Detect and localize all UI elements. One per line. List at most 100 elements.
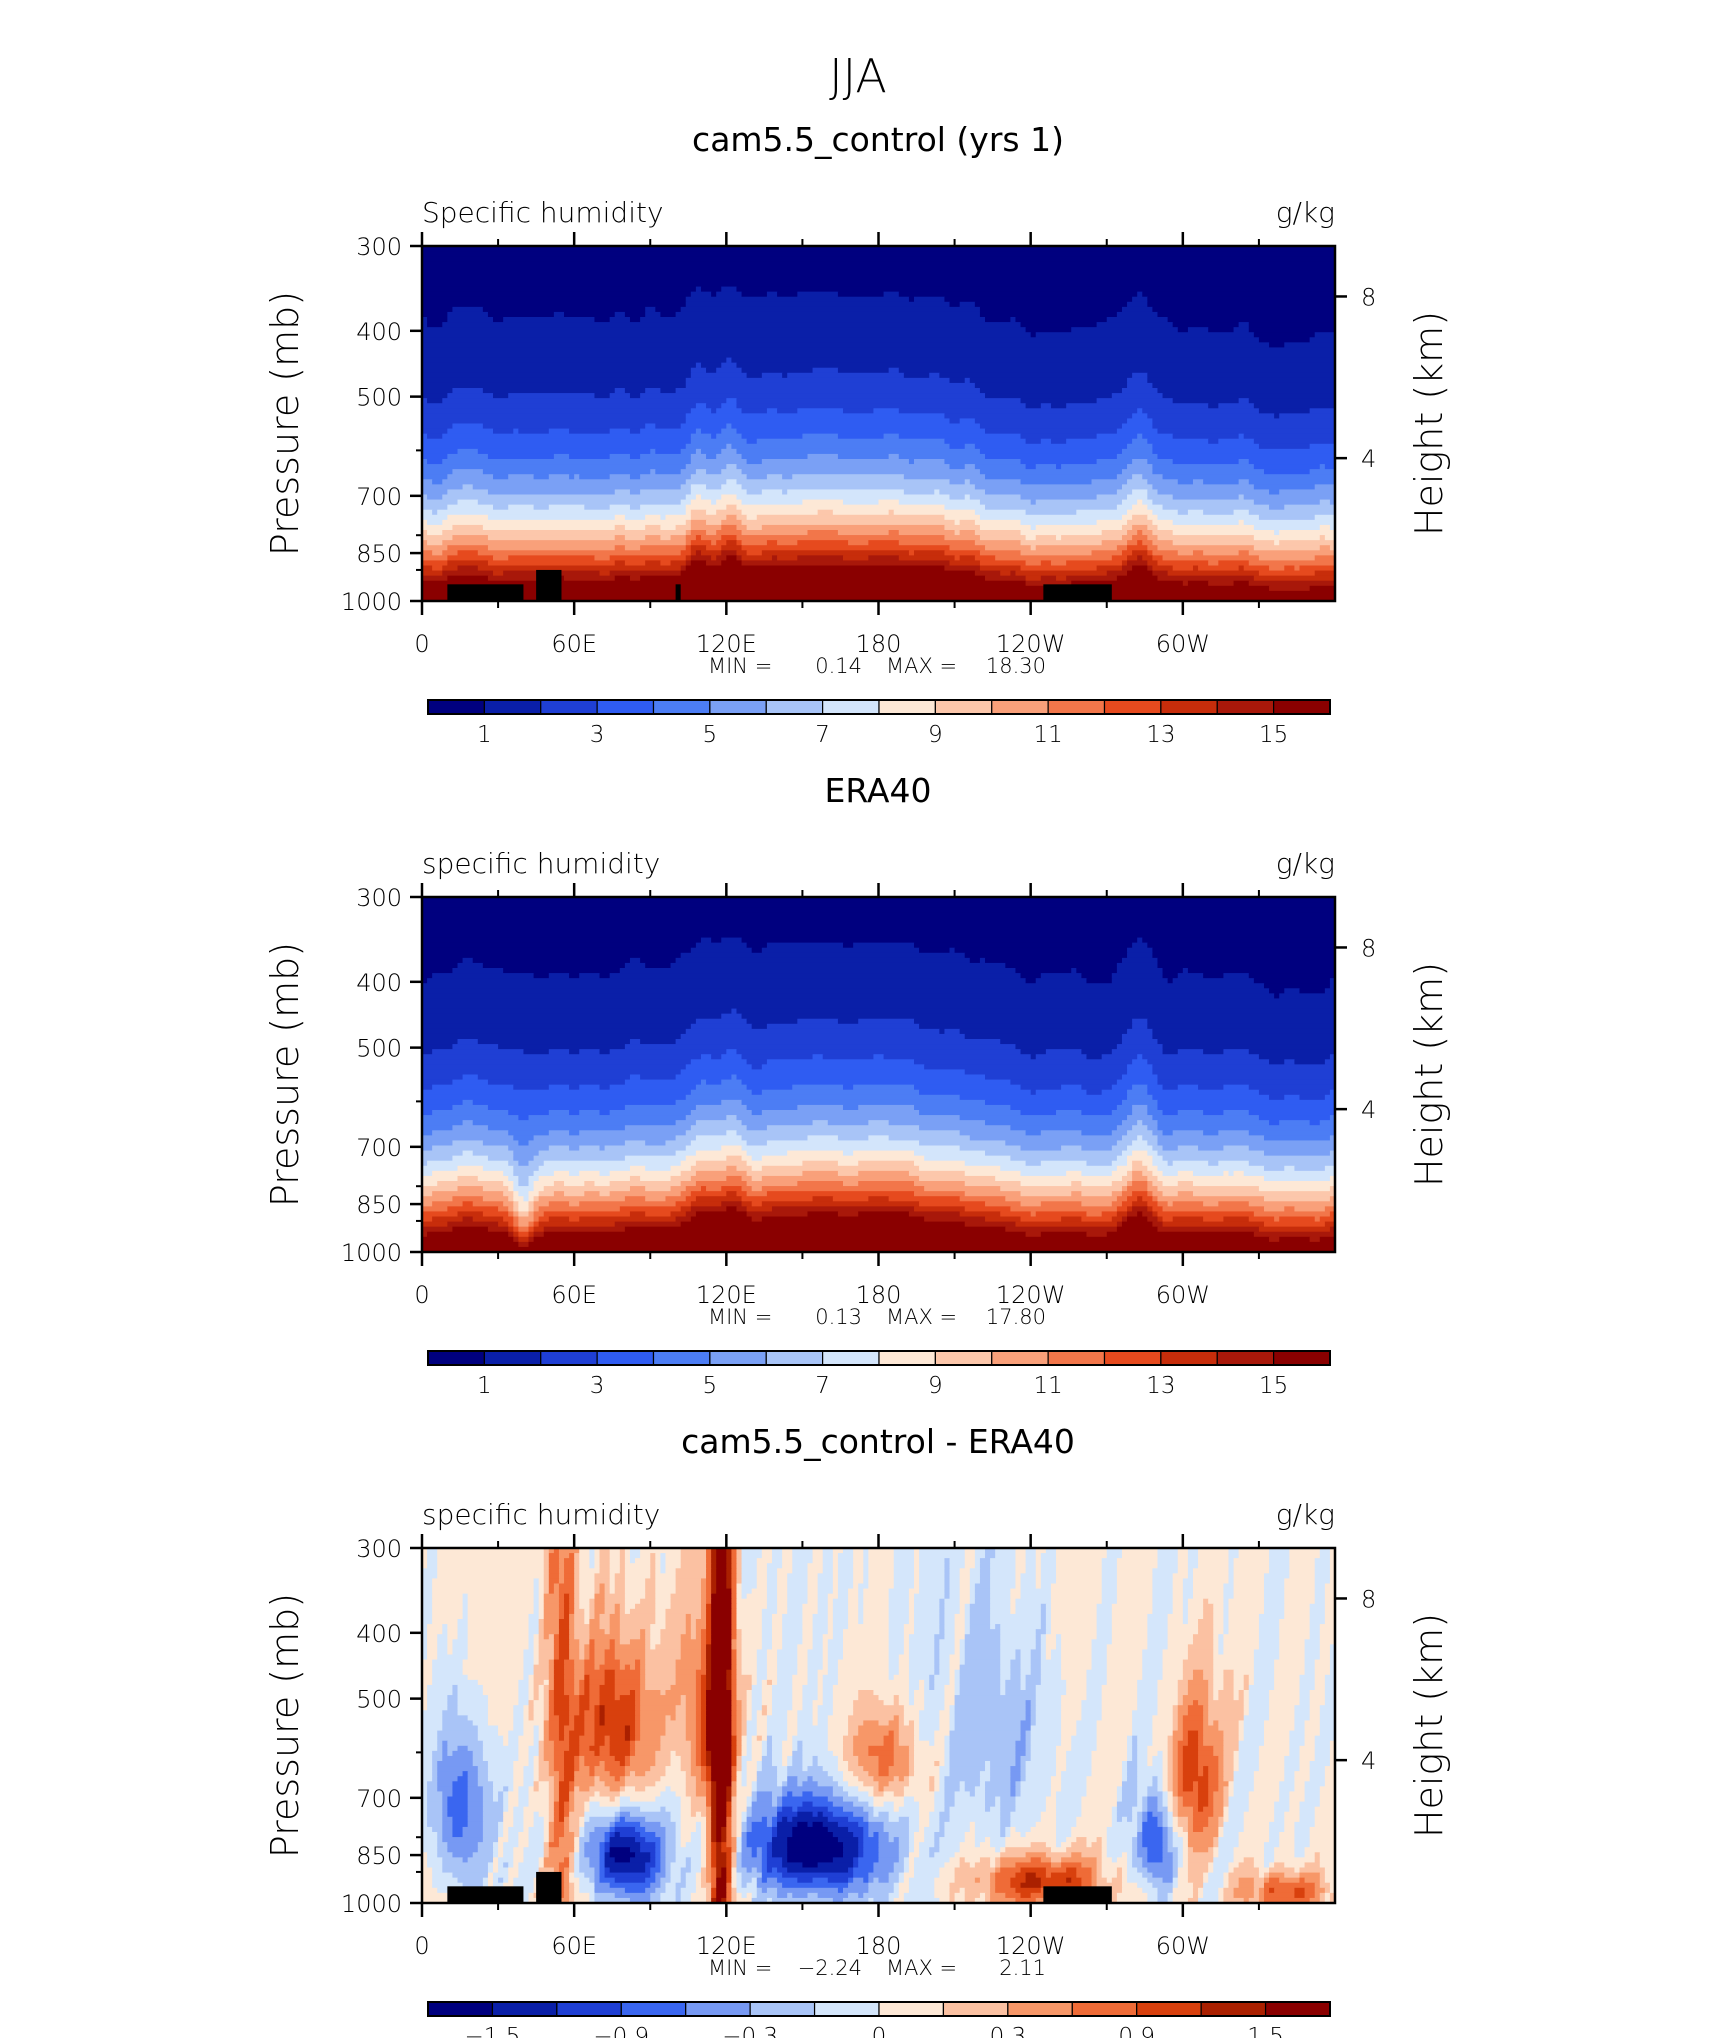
contour-cell [538,1221,616,1228]
contour-cell [680,550,692,556]
contour-cell [1121,957,1159,964]
contour-cell [447,1644,454,1651]
contour-cell [1319,1639,1335,1645]
contour-cell [533,504,550,511]
contour-cell [807,1776,814,1782]
contour-cell [422,957,464,964]
contour-cell [695,1695,702,1701]
contour-cell [538,1644,555,1651]
contour-cell [1243,1710,1250,1716]
contour-cell [985,428,1118,435]
contour-cell [873,1690,910,1696]
contour-cell [604,1583,611,1590]
contour-cell [959,1028,1128,1035]
contour-cell [1192,565,1199,572]
contour-cell [457,1186,484,1192]
contour-cell [1248,1084,1335,1091]
contour-cell [1172,322,1240,328]
contour-cell [1208,1700,1245,1706]
contour-cell [675,957,971,964]
contour-cell [888,1613,910,1620]
colorbar-box [1103,1350,1162,1366]
contour-cell [944,1593,951,1600]
contour-cell [1238,1690,1245,1696]
contour-cell [792,1563,809,1569]
contour-cell [422,327,1027,333]
contour-cell [1121,1186,1128,1192]
contour-cell [422,276,1335,283]
contour-cell [1111,978,1169,984]
y-tick-label: 850 [356,540,402,568]
contour-cell [985,1150,1123,1157]
contour-cell [1208,1720,1214,1727]
contour-cell [919,1140,1006,1147]
contour-cell [1091,1659,1108,1666]
contour-cell [914,1725,920,1732]
contour-cell [1248,1710,1270,1716]
contour-cell [700,1598,707,1605]
contour-cell [898,367,1335,374]
contour-cell [985,1216,1022,1223]
contour-cell [457,1690,484,1696]
contour-cell [533,1588,540,1595]
contour-cell [1304,1644,1321,1651]
contour-cell [518,1201,530,1207]
contour-cell [508,1730,525,1737]
contour-cell [528,1241,1335,1248]
contour-cell [1025,403,1042,409]
contour-cell [548,1781,555,1787]
contour-cell [726,1568,732,1574]
contour-cell [442,519,687,526]
contour-cell [766,1573,778,1580]
contour-cell [447,489,489,496]
contour-cell [1172,1588,1184,1595]
contour-cell [457,1165,484,1172]
contour-cell [1157,1216,1164,1223]
contour-cell [533,1669,550,1676]
contour-cell [574,1781,596,1787]
contour-cell [528,1619,540,1625]
contour-cell [908,1761,915,1767]
contour-cell [655,1598,672,1605]
contour-cell [1324,1206,1335,1213]
contour-cell [690,1761,697,1767]
contour-cell [944,1573,951,1580]
contour-cell [589,1553,596,1559]
contour-cell [690,459,748,465]
contour-cell [1096,519,1128,526]
contour-cell [1228,1170,1235,1177]
contour-cell [711,1766,733,1772]
contour-cell [624,1125,692,1131]
contour-cell [452,1196,484,1202]
contour-cell [990,1771,1011,1777]
contour-cell [422,1750,433,1757]
contour-cell [979,448,1123,455]
contour-cell [700,1644,707,1651]
contour-cell [883,433,900,440]
contour-cell [832,1684,910,1691]
contour-cell [822,1664,829,1671]
contour-cell [1289,1553,1321,1559]
contour-cell [518,1690,530,1696]
contour-cell [1299,565,1335,572]
contour-cell [1192,1700,1199,1706]
contour-cell [1309,337,1335,343]
contour-cell [741,453,809,460]
contour-cell [422,479,433,485]
contour-cell [1213,1684,1225,1691]
contour-cell [574,1603,580,1610]
contour-cell [629,1548,641,1554]
contour-cell [766,1140,920,1147]
contour-cell [766,1679,773,1686]
contour-cell [685,1624,692,1630]
contour-cell [462,1120,474,1126]
contour-cell [1152,1069,1335,1076]
colorbar-box [1047,1350,1106,1366]
contour-cell [609,1553,621,1559]
contour-cell [1132,1201,1148,1207]
contour-cell [919,1553,966,1559]
contour-cell [675,1578,702,1585]
contour-cell [427,459,443,465]
contour-cell [1258,1644,1280,1651]
contour-cell [457,1039,479,1045]
